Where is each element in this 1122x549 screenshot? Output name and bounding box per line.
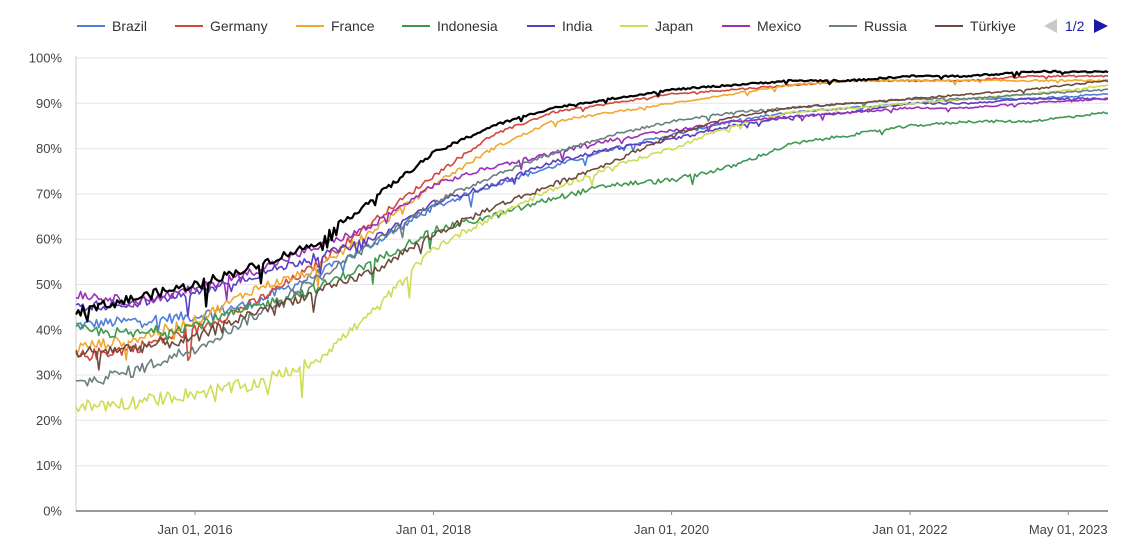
legend-label: Germany <box>210 18 268 34</box>
legend-label: Japan <box>655 18 693 34</box>
series-lines <box>75 69 1109 413</box>
series-line-türkiye <box>75 79 1109 371</box>
gridlines <box>76 57 1108 467</box>
x-axis: Jan 01, 2016 Jan 01, 2018 Jan 01, 2020 Jan … <box>76 510 1108 537</box>
x-tick-label: Jan 01, 2018 <box>396 522 471 537</box>
x-tick-label: May 01, 2023 <box>1029 522 1108 537</box>
series-line-total <box>75 69 1109 323</box>
series-line-france <box>76 79 1109 361</box>
y-axis: 0% 10% 20% 30% 40% 50% 60% 70% 80% 90% 100% <box>29 51 77 519</box>
y-tick-label: 100% <box>29 51 63 66</box>
y-tick-label: 20% <box>36 413 62 428</box>
y-tick-label: 10% <box>36 458 62 473</box>
legend-label: India <box>562 18 593 34</box>
series-line-brazil <box>75 92 1109 333</box>
y-tick-label: 80% <box>36 141 62 156</box>
legend-label: Russia <box>864 18 907 34</box>
series-line-japan <box>75 84 1109 413</box>
series-line-indonesia <box>75 111 1109 342</box>
y-tick-label: 90% <box>36 96 62 111</box>
legend-label: Mexico <box>757 18 802 34</box>
series-line-india <box>75 97 1109 317</box>
series-line-germany <box>75 74 1109 362</box>
legend: Brazil Germany France Indonesia India Japan Me… <box>77 18 1108 34</box>
y-tick-label: 70% <box>36 186 62 201</box>
legend-next-page-icon[interactable] <box>1094 19 1108 33</box>
series-line-mexico <box>75 97 1108 308</box>
y-tick-label: 60% <box>36 232 62 247</box>
y-tick-label: 40% <box>36 322 62 337</box>
x-tick-label: Jan 01, 2016 <box>157 522 232 537</box>
legend-page-indicator: 1/2 <box>1065 18 1085 34</box>
x-tick-label: Jan 01, 2022 <box>872 522 947 537</box>
y-tick-label: 30% <box>36 368 62 383</box>
x-tick-label: Jan 01, 2020 <box>634 522 709 537</box>
legend-label: France <box>331 18 375 34</box>
y-tick-label: 50% <box>36 277 62 292</box>
legend-prev-page-icon[interactable] <box>1044 19 1057 33</box>
series-line-russia <box>75 88 1109 387</box>
legend-label: Türkiye <box>970 18 1016 34</box>
legend-label: Brazil <box>112 18 147 34</box>
y-tick-label: 0% <box>43 504 62 519</box>
legend-label: Indonesia <box>437 18 498 34</box>
